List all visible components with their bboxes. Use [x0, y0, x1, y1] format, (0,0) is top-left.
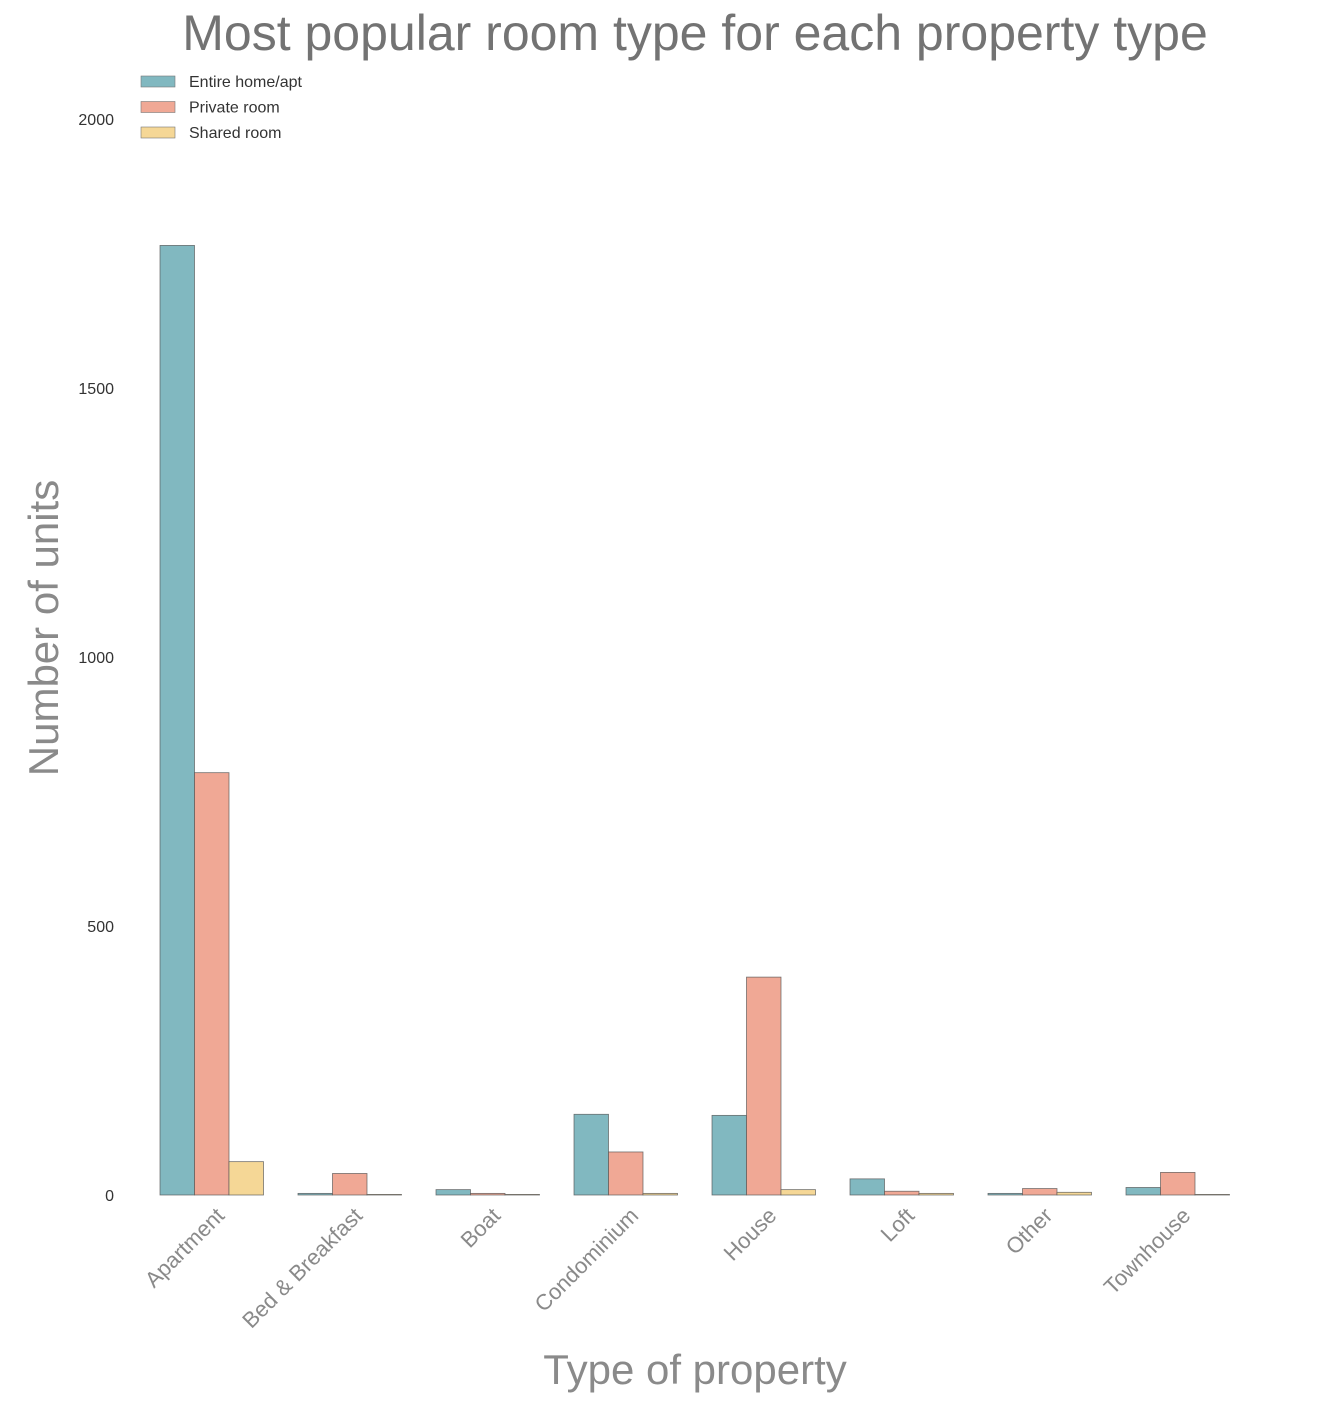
y-tick-label: 0 [105, 1188, 114, 1205]
x-tick-label: Loft [876, 1203, 920, 1247]
legend: Entire home/apt Private room Shared room [140, 74, 303, 142]
bar-private-room-loft [884, 1190, 920, 1196]
bar-entire-home-apt-apartment [159, 245, 195, 1196]
legend-swatch [140, 101, 176, 113]
bar-shared-room-apartment [228, 1161, 264, 1196]
x-tick-label: Boat [456, 1203, 506, 1253]
y-axis-ticks: 0 500 1000 1500 2000 [78, 112, 114, 1205]
y-tick-label: 1000 [78, 650, 114, 667]
legend-entry: Entire home/apt [189, 74, 303, 91]
bar-private-room-house [746, 976, 782, 1196]
x-tick-label: Townhouse [1099, 1203, 1195, 1299]
x-axis-ticks: Apartment Bed & Breakfast Boat Condominium H… [140, 1203, 1195, 1333]
bar-entire-home-apt-condominium [573, 1113, 609, 1196]
y-tick-label: 1500 [78, 381, 114, 398]
y-tick-label: 2000 [78, 112, 114, 129]
bar-shared-room-condominium [642, 1192, 678, 1196]
bar-shared-room-bed-breakfast [366, 1194, 402, 1196]
x-tick-label: Apartment [140, 1203, 229, 1292]
x-tick-label: Condominium [530, 1203, 644, 1317]
y-tick-label: 500 [87, 919, 114, 936]
x-axis-label: Type of property [543, 1346, 847, 1393]
x-tick-label: House [719, 1203, 782, 1266]
bars [159, 245, 1230, 1196]
bar-entire-home-apt-bed-breakfast [297, 1192, 333, 1196]
legend-entry: Private room [189, 100, 280, 117]
bar-private-room-other [1022, 1188, 1058, 1196]
bar-entire-home-apt-loft [849, 1178, 885, 1196]
bar-private-room-bed-breakfast [332, 1173, 368, 1196]
bar-entire-home-apt-house [711, 1114, 747, 1196]
bar-shared-room-house [780, 1189, 816, 1196]
chart-title: Most popular room type for each property… [182, 5, 1208, 61]
bar-entire-home-apt-townhouse [1125, 1187, 1161, 1196]
legend-entry: Shared room [189, 125, 282, 142]
bar-private-room-boat [470, 1192, 506, 1196]
legend-swatch [140, 75, 176, 88]
x-tick-label: Other [1001, 1203, 1058, 1260]
bar-shared-room-loft [918, 1192, 954, 1196]
bar-private-room-condominium [608, 1151, 644, 1196]
legend-swatch [140, 126, 176, 139]
bar-private-room-apartment [194, 772, 230, 1196]
y-axis-label: Number of units [20, 480, 67, 776]
bar-shared-room-boat [504, 1194, 540, 1196]
bar-entire-home-apt-boat [435, 1189, 471, 1196]
x-tick-label: Bed & Breakfast [237, 1203, 367, 1333]
bar-shared-room-townhouse [1194, 1194, 1230, 1196]
bar-private-room-townhouse [1160, 1172, 1196, 1196]
bar-shared-room-other [1056, 1191, 1092, 1196]
bar-entire-home-apt-other [987, 1192, 1023, 1196]
